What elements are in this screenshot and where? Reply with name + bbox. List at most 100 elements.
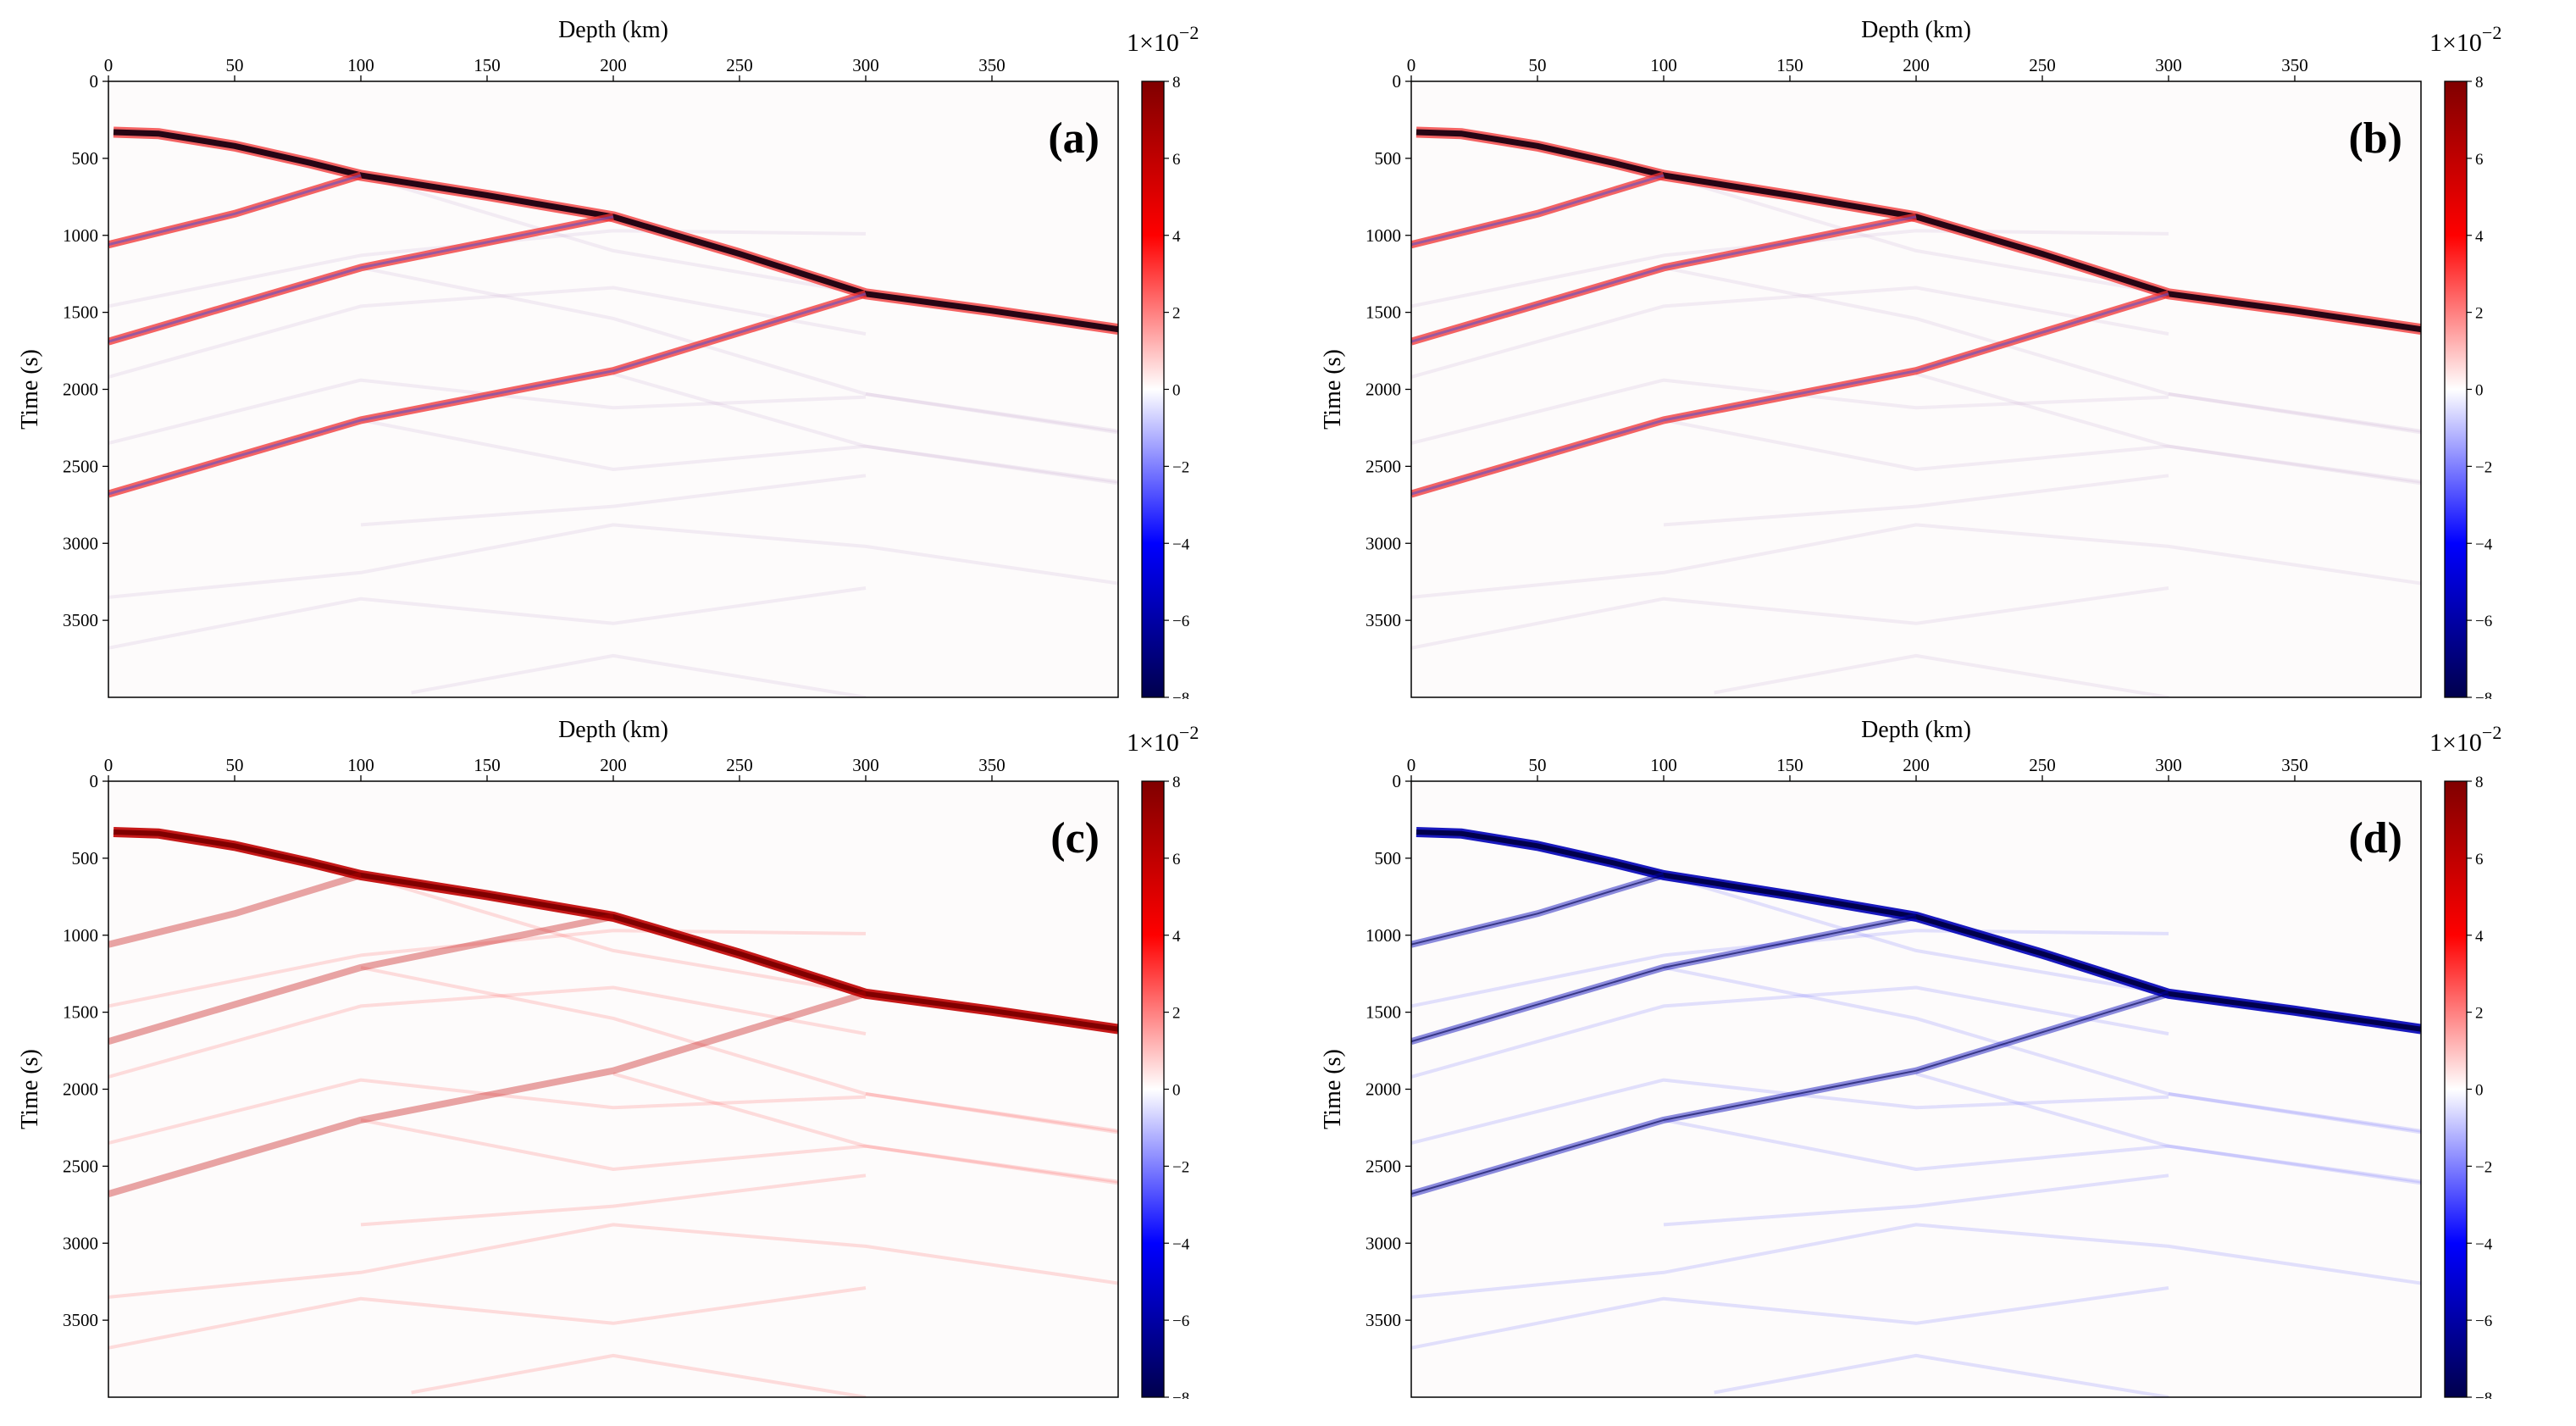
y-tick-label: 0: [90, 71, 99, 92]
colorbar-scale-exponent: −2: [1179, 722, 1199, 743]
y-tick-label: 1000: [1366, 225, 1401, 246]
panel: 0 50 100 150 200 250 300 350 Depth (km) 0 500 1000 1…: [1311, 8, 2565, 699]
arrival-halo: [108, 990, 867, 1197]
arrival-line: [1411, 292, 2169, 496]
arrival-line: [113, 830, 1118, 1032]
colorbar-tick-label: −4: [2475, 535, 2493, 553]
y-tick-label: 2500: [63, 456, 98, 476]
colorbar-tick-label: 8: [1172, 774, 1181, 791]
ghost-arrival: [411, 1353, 867, 1397]
ghost-arrival: [1411, 286, 2169, 379]
y-tick-label: 3000: [63, 533, 98, 553]
x-axis-title: Depth (km): [558, 717, 668, 743]
panel: 0 50 100 150 200 250 300 350 Depth (km) 0 500 1000 1…: [1311, 708, 2565, 1399]
y-tick-label: 2500: [1366, 456, 1401, 476]
ghost-arrival: [360, 873, 867, 996]
ghost-arrival: [360, 265, 1118, 433]
colorbar-tick-label: 6: [1172, 851, 1181, 868]
colorbar-tick-label: −8: [1172, 1390, 1189, 1399]
arrival-line: [108, 174, 362, 247]
ghost-arrival: [108, 586, 867, 650]
colorbar-tick-label: 4: [2475, 928, 2484, 946]
panel-label: (b): [2348, 114, 2402, 163]
colorbar-scale-exponent: −2: [2482, 22, 2501, 43]
x-tick-label: 150: [474, 55, 501, 75]
colorbar: [1141, 780, 1165, 1398]
ghost-arrival: [360, 1118, 1118, 1184]
y-axis-title: Time (s): [17, 349, 43, 430]
arrival-line: [1411, 874, 1665, 946]
x-tick-label: 100: [347, 755, 374, 775]
ghost-arrival: [1663, 173, 2169, 296]
plot-area: [1411, 781, 2421, 1397]
y-tick-label: 1000: [63, 925, 98, 946]
chart-svg: 0 50 100 150 200 250 300 350 Depth (km) 0 500 1000 1…: [17, 17, 1199, 699]
colorbar-tick-label: 4: [1172, 928, 1181, 946]
panel: 0 50 100 150 200 250 300 350 Depth (km) 0 500 1000 1…: [8, 8, 1262, 699]
x-tick-label: 250: [726, 755, 753, 775]
ghost-arrival: [108, 523, 1118, 599]
plot-area: [108, 781, 1118, 1397]
plot-area: [108, 81, 1118, 697]
arrival-line: [1411, 992, 2169, 1196]
colorbar-tick-label: −2: [1172, 1158, 1189, 1176]
ghost-arrival: [108, 1286, 867, 1350]
colorbar-scale: 1×10−2: [2429, 722, 2501, 757]
colorbar-tick-label: −2: [2475, 1158, 2492, 1176]
y-tick-label: 3500: [1366, 1310, 1401, 1330]
x-tick-label: 200: [600, 55, 627, 75]
x-tick-label: 250: [2029, 755, 2056, 775]
arrival-line: [1411, 915, 1917, 1043]
ghost-arrival: [1411, 1286, 2169, 1350]
x-tick-label: 50: [226, 755, 244, 775]
x-tick-label: 0: [1407, 755, 1416, 775]
ghost-arrival: [1411, 985, 2169, 1079]
arrival-line: [1415, 129, 2421, 333]
y-tick-label: 500: [1375, 848, 1402, 868]
ghost-arrival: [360, 474, 867, 527]
x-tick-label: 200: [600, 755, 627, 775]
ghost-arrival: [1663, 418, 2421, 484]
colorbar-scale: 1×10−2: [1127, 22, 1199, 57]
colorbar-scale-exponent: −2: [2482, 722, 2501, 743]
x-tick-label: 150: [1776, 55, 1803, 75]
colorbar-tick-label: −4: [1172, 535, 1190, 553]
y-tick-label: 0: [1393, 71, 1402, 92]
ghost-arrival: [360, 965, 1118, 1133]
x-tick-label: 50: [226, 55, 244, 75]
x-tick-label: 350: [2281, 755, 2308, 775]
y-tick-label: 3000: [1366, 533, 1401, 553]
y-tick-label: 3000: [1366, 1233, 1401, 1253]
colorbar-tick-label: −2: [1172, 458, 1189, 476]
x-tick-label: 0: [104, 755, 114, 775]
y-tick-label: 2000: [1366, 1079, 1401, 1100]
plot-area: [1411, 81, 2421, 697]
colorbar-tick-label: 8: [2475, 774, 2484, 791]
arrival-halo: [108, 872, 363, 948]
x-tick-label: 300: [2155, 755, 2182, 775]
panel-label: (c): [1050, 814, 1100, 863]
ghost-arrival: [411, 653, 867, 697]
y-tick-label: 1500: [1366, 1002, 1401, 1023]
y-tick-label: 1500: [1366, 302, 1401, 323]
ghost-arrival: [1663, 474, 2169, 527]
colorbar-tick-label: −8: [1172, 690, 1189, 699]
x-tick-label: 50: [1529, 755, 1547, 775]
ghost-arrival: [1714, 653, 2169, 697]
x-tick-label: 300: [852, 55, 879, 75]
ghost-arrival: [1411, 523, 2421, 599]
ghost-arrival: [1915, 1072, 2421, 1185]
chart-svg: 0 50 100 150 200 250 300 350 Depth (km) 0 500 1000 1…: [17, 717, 1199, 1399]
ghost-arrival: [360, 1174, 867, 1227]
x-tick-label: 250: [2029, 55, 2056, 75]
y-tick-label: 2500: [63, 1156, 98, 1176]
y-tick-label: 0: [90, 771, 99, 791]
ghost-arrival: [108, 929, 867, 1008]
ghost-arrival: [1714, 1353, 2169, 1397]
ghost-arrival: [108, 286, 867, 379]
colorbar-tick-label: −6: [1172, 613, 1189, 630]
colorbar-tick-label: 8: [2475, 74, 2484, 92]
ghost-arrival: [612, 372, 1118, 486]
ghost-arrival: [1663, 965, 2421, 1133]
